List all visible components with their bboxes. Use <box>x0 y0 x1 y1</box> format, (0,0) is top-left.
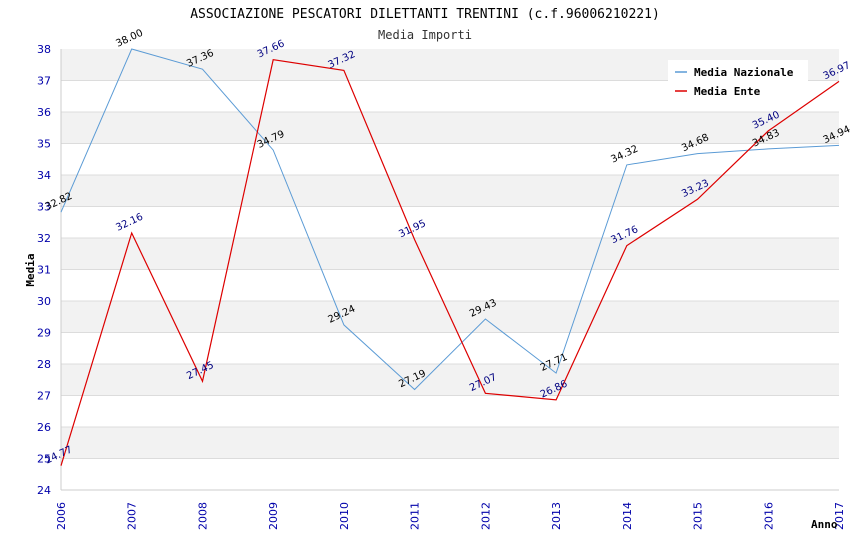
y-tick-label: 27 <box>37 390 51 403</box>
chart-subtitle: Media Importi <box>378 28 472 42</box>
y-tick-label: 31 <box>37 264 51 277</box>
legend-label-media-nazionale: Media Nazionale <box>694 66 794 79</box>
grid-band <box>61 175 839 207</box>
grid-band <box>61 269 839 301</box>
x-ticks: 2006 2007 2008 2009 2010 2011 2012 2013 2014 2015… <box>55 502 846 530</box>
x-tick-label: 2017 <box>833 502 846 530</box>
x-tick-label: 2011 <box>409 502 422 530</box>
grid-band <box>61 395 839 427</box>
y-ticks: 24 25 26 27 28 29 30 31 32 33 34 35 36 37 38 <box>37 43 51 497</box>
y-tick-label: 35 <box>37 138 51 151</box>
x-tick-label: 2008 <box>196 502 209 530</box>
x-tick-label: 2010 <box>338 502 351 530</box>
y-tick-label: 30 <box>37 295 51 308</box>
grid-band <box>61 238 839 270</box>
y-tick-label: 37 <box>37 75 51 88</box>
x-tick-label: 2009 <box>267 502 280 530</box>
grid-band <box>61 427 839 459</box>
y-tick-label: 29 <box>37 327 51 340</box>
x-tick-label: 2016 <box>762 502 775 530</box>
y-tick-label: 33 <box>37 201 51 214</box>
series-line-media-ente <box>60 59 840 466</box>
y-axis-label: Media <box>24 253 37 286</box>
y-tick-label: 24 <box>37 484 51 497</box>
legend-box <box>668 60 808 102</box>
y-tick-label: 25 <box>37 453 51 466</box>
grid-band <box>61 112 839 144</box>
grid-band <box>61 458 839 490</box>
axes <box>60 49 839 491</box>
grid-band <box>61 143 839 175</box>
y-tick-label: 34 <box>37 169 51 182</box>
y-tick-label: 36 <box>37 106 51 119</box>
data-label: 38.00 <box>114 28 145 50</box>
x-tick-label: 2015 <box>692 502 705 530</box>
grid-band <box>61 332 839 364</box>
x-tick-label: 2006 <box>55 502 68 530</box>
series-line-media-nazionale <box>60 48 840 391</box>
y-tick-label: 32 <box>37 232 51 245</box>
y-tick-label: 26 <box>37 421 51 434</box>
grid-band <box>61 206 839 238</box>
grid-bands <box>61 49 839 491</box>
x-tick-label: 2013 <box>550 502 563 530</box>
x-tick-label: 2007 <box>126 502 139 530</box>
x-tick-label: 2014 <box>621 502 634 530</box>
y-tick-label: 38 <box>37 43 51 56</box>
legend-label-media-ente: Media Ente <box>694 85 761 98</box>
x-axis-label: Anno <box>811 518 838 531</box>
grid-band <box>61 364 839 396</box>
legend: Media Nazionale Media Ente <box>668 60 808 102</box>
y-tick-label: 28 <box>37 358 51 371</box>
chart-title: ASSOCIAZIONE PESCATORI DILETTANTI TRENTI… <box>190 7 660 22</box>
x-tick-label: 2012 <box>479 502 492 530</box>
series-lines <box>60 48 840 466</box>
